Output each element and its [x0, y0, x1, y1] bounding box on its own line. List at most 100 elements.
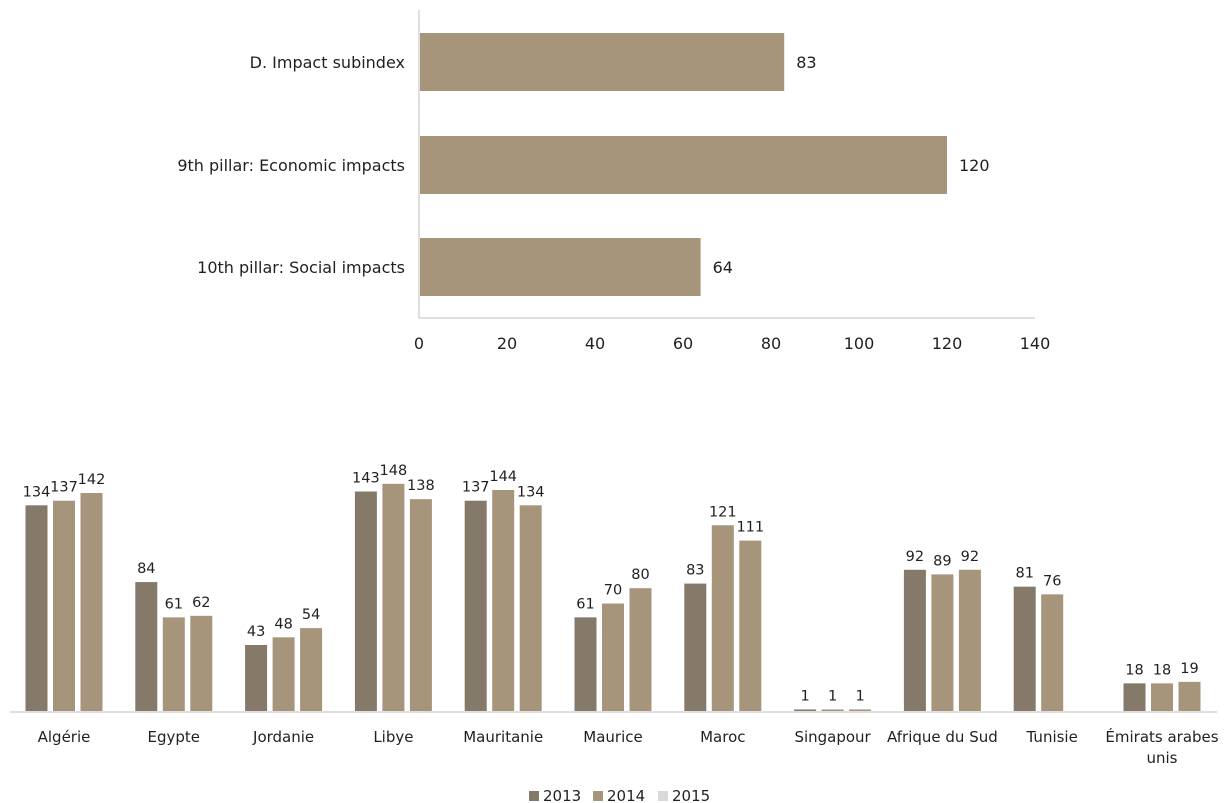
bar-value-label: 1 — [800, 688, 809, 704]
bar-value-label: 1 — [828, 688, 837, 704]
bar-value-label: 89 — [933, 553, 951, 569]
bar-value-label: 134 — [517, 484, 545, 500]
impact-pillars-chart: D. Impact subindex 83 9th pillar: Economic… — [177, 10, 1050, 353]
legend-swatch-2015 — [658, 791, 668, 801]
bar-2015 — [409, 499, 432, 711]
bar-2013 — [574, 617, 597, 711]
bar-2014 — [1041, 594, 1064, 711]
bar-2013 — [684, 583, 707, 711]
top-value-label: 83 — [796, 53, 816, 72]
top-x-tick-label: 40 — [585, 334, 605, 353]
category-label: Maroc — [700, 728, 745, 746]
bar-2014 — [602, 603, 624, 711]
top-x-tick-label: 120 — [932, 334, 963, 353]
top-bar — [420, 136, 947, 194]
bar-2013 — [135, 582, 158, 711]
bar-2013 — [354, 491, 377, 711]
bar-2014 — [1151, 683, 1173, 711]
legend-swatch-2013 — [529, 791, 539, 801]
category-label: Libye — [373, 728, 413, 746]
bar-value-label: 148 — [380, 463, 408, 479]
top-x-tick-label: 100 — [844, 334, 875, 353]
top-x-tick-label: 80 — [761, 334, 781, 353]
legend-label: 2015 — [672, 787, 710, 803]
bar-value-label: 92 — [961, 549, 979, 565]
bar-2014 — [162, 617, 185, 711]
bar-value-label: 92 — [906, 549, 924, 565]
category-label: Mauritanie — [463, 728, 543, 746]
legend-label: 2014 — [607, 787, 645, 803]
bar-2013 — [1013, 586, 1036, 711]
bar-2015 — [300, 628, 323, 711]
bar-2013 — [1123, 683, 1146, 711]
bar-2015 — [739, 540, 762, 711]
bar-value-label: 111 — [736, 520, 764, 536]
bar-2015 — [190, 615, 213, 711]
bar-value-label: 61 — [576, 596, 594, 612]
bar-value-label: 18 — [1153, 662, 1171, 678]
bar-2015 — [80, 493, 103, 711]
bar-2015 — [629, 588, 652, 711]
bar-value-label: 142 — [78, 472, 106, 488]
bar-2015 — [958, 569, 981, 711]
bar-value-label: 81 — [1015, 566, 1033, 582]
legend: 2013 2014 2015 — [529, 787, 710, 803]
bar-2013 — [794, 709, 817, 711]
bar-value-label: 70 — [604, 583, 622, 599]
top-category-label: 9th pillar: Economic impacts — [177, 156, 405, 175]
category-label: Émirats arabes unis — [1105, 727, 1218, 767]
category-label: Tunisie — [1026, 728, 1078, 746]
bar-value-label: 1 — [855, 688, 864, 704]
bar-value-label: 54 — [302, 607, 320, 623]
top-x-tick-label: 20 — [497, 334, 517, 353]
bar-value-label: 84 — [137, 561, 155, 577]
bar-2015 — [849, 709, 872, 711]
bar-2015 — [1178, 681, 1201, 711]
legend-swatch-2014 — [593, 791, 603, 801]
bar-value-label: 18 — [1125, 662, 1143, 678]
top-x-tick-label: 140 — [1020, 334, 1051, 353]
bar-2014 — [931, 574, 954, 711]
bar-value-label: 138 — [407, 478, 435, 494]
category-label: Algérie — [38, 728, 91, 746]
bar-2014 — [382, 483, 405, 711]
bar-value-label: 80 — [631, 567, 649, 583]
bar-2014 — [53, 500, 75, 711]
top-value-label: 64 — [713, 258, 733, 277]
bar-2014 — [711, 525, 734, 711]
bar-2014 — [821, 709, 844, 711]
top-x-tick-label: 60 — [673, 334, 693, 353]
bar-value-label: 83 — [686, 563, 704, 579]
category-label: Afrique du Sud — [887, 728, 998, 746]
category-label: Singapour — [794, 728, 871, 746]
top-value-label: 120 — [959, 156, 990, 175]
bar-2013 — [903, 569, 926, 711]
legend-label: 2013 — [543, 787, 581, 803]
bar-value-label: 19 — [1180, 661, 1198, 677]
category-label: Maurice — [583, 728, 642, 746]
bar-value-label: 134 — [23, 484, 51, 500]
top-x-tick-label: 0 — [414, 334, 424, 353]
bar-value-label: 62 — [192, 595, 210, 611]
bar-value-label: 137 — [50, 480, 78, 496]
bar-value-label: 76 — [1043, 573, 1061, 589]
bar-2014 — [492, 489, 515, 711]
bar-value-label: 121 — [709, 504, 737, 520]
bar-2015 — [519, 505, 542, 711]
top-category-label: D. Impact subindex — [250, 53, 405, 72]
top-category-label: 10th pillar: Social impacts — [197, 258, 405, 277]
top-bar — [420, 238, 701, 296]
bar-value-label: 61 — [165, 596, 183, 612]
bar-value-label: 48 — [274, 616, 292, 632]
bar-value-label: 43 — [247, 624, 265, 640]
top-bar — [420, 33, 785, 91]
bar-value-label: 143 — [352, 470, 380, 486]
bar-value-label: 144 — [489, 469, 517, 485]
category-label: Jordanie — [252, 728, 314, 746]
bar-2014 — [272, 637, 295, 711]
bar-value-label: 137 — [462, 480, 490, 496]
bar-2013 — [25, 505, 48, 711]
category-label: Egypte — [148, 728, 201, 746]
